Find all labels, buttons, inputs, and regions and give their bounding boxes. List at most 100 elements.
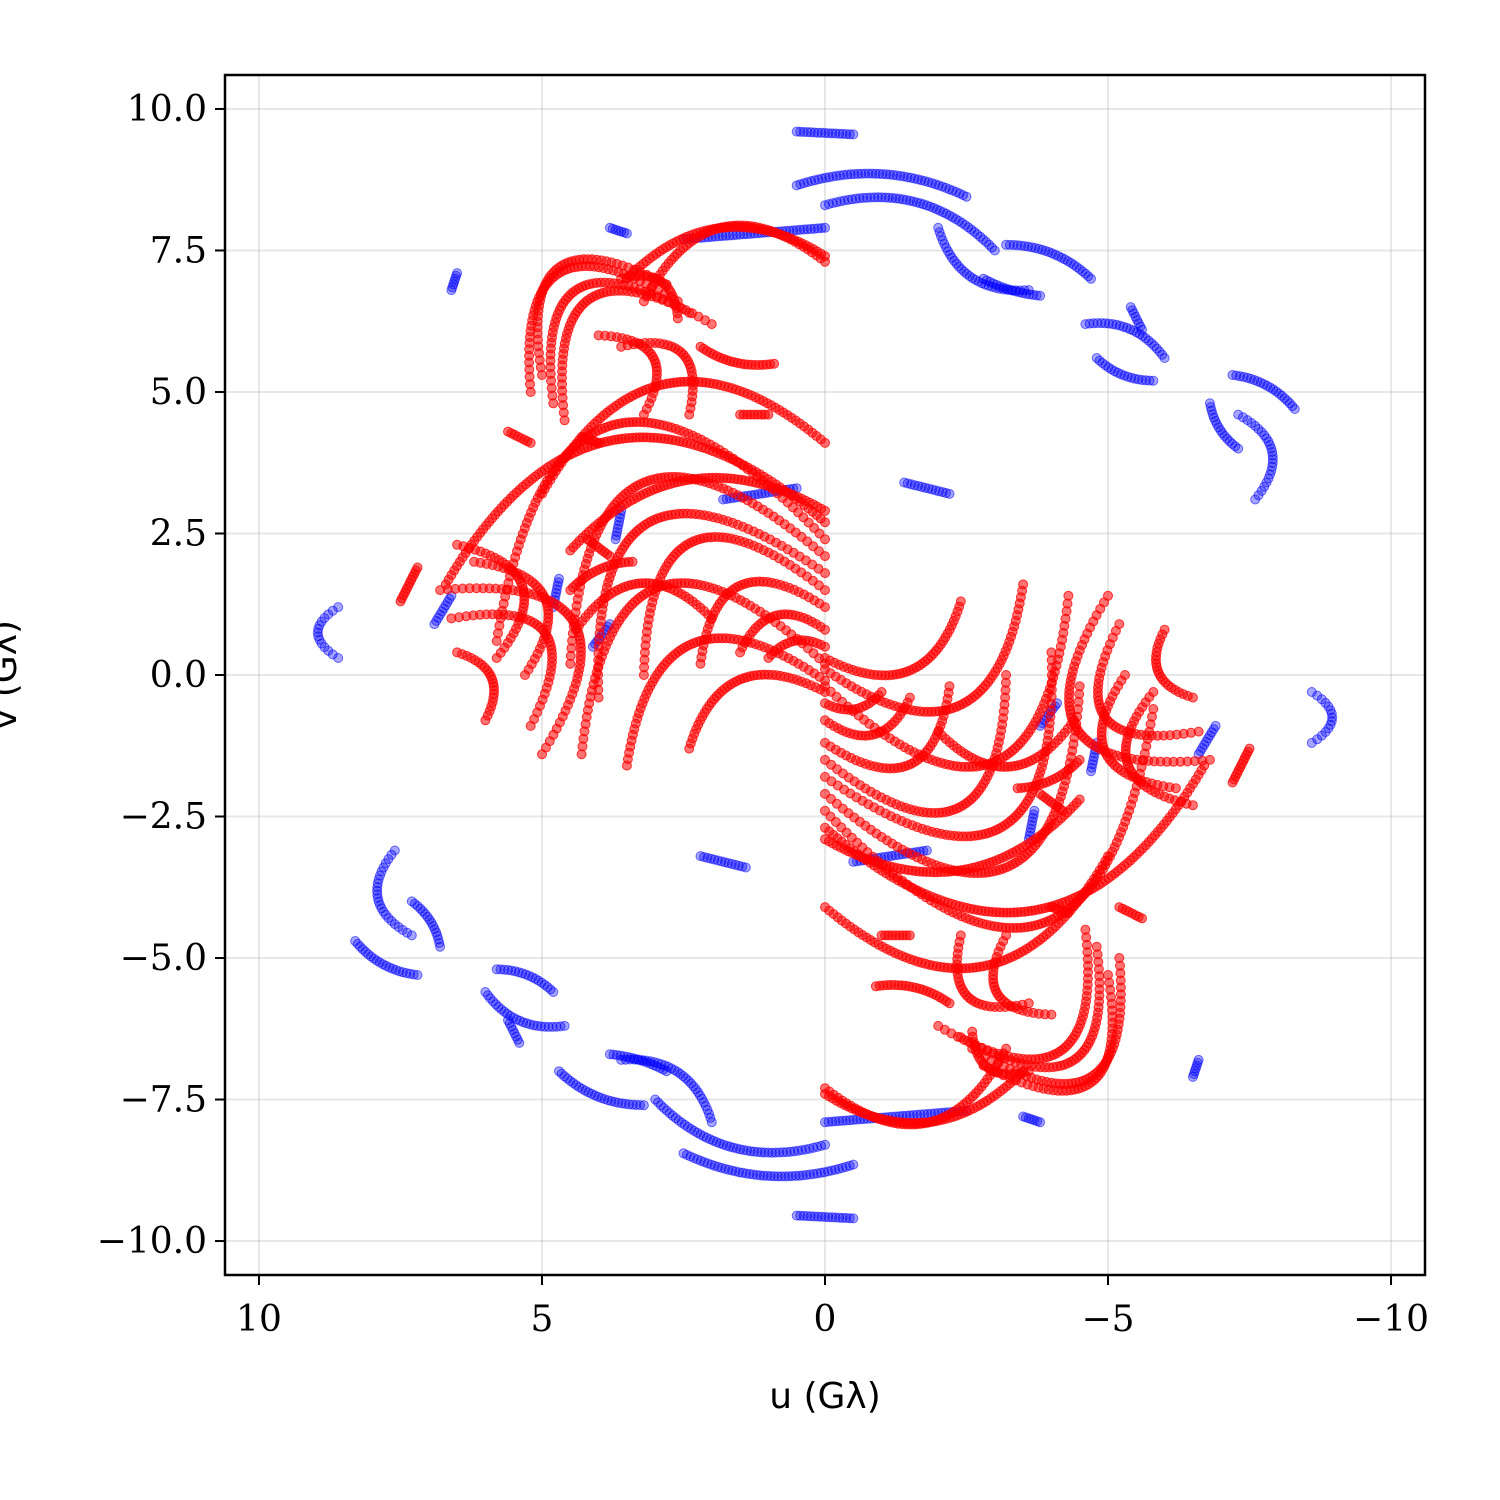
scatter-point: [812, 1168, 823, 1179]
scatter-point: [1267, 447, 1278, 457]
series-1: [312, 126, 1338, 1224]
scatter-point: [624, 1099, 634, 1110]
x-tick-label: −5: [1081, 1299, 1134, 1340]
scatter-point: [1231, 370, 1242, 381]
x-tick-label: −10: [1353, 1299, 1429, 1340]
scatter-point: [1008, 240, 1019, 250]
scatter-point: [372, 882, 383, 893]
scatter-point: [823, 199, 834, 210]
scatter-point: [491, 653, 502, 663]
y-tick-label: 10.0: [127, 89, 207, 130]
scatter-point: [867, 168, 878, 179]
scatter-point: [695, 851, 706, 862]
scatter-point: [1159, 353, 1170, 363]
scatter-point: [1267, 454, 1278, 465]
scatter-point: [816, 223, 827, 234]
scatter-point: [1018, 1111, 1029, 1122]
scatter-point: [1016, 240, 1026, 251]
scatter-point: [537, 370, 547, 380]
scatter-point: [819, 1167, 830, 1178]
scatter-point: [794, 1170, 805, 1181]
scatter-point: [880, 192, 891, 203]
scatter-point: [1210, 720, 1221, 731]
scatter-point: [869, 192, 880, 203]
scatter-point: [834, 1212, 845, 1223]
scatter-point: [805, 127, 816, 138]
scatter-point: [756, 1147, 767, 1158]
scatter-point: [772, 1171, 783, 1182]
scatter-point: [862, 192, 872, 203]
scatter-point: [776, 1171, 787, 1182]
scatter-point: [565, 545, 576, 556]
scatter-point: [844, 1213, 855, 1224]
scatter-point: [785, 1146, 796, 1157]
scatter-point: [802, 1211, 813, 1222]
scatter-point: [850, 193, 861, 204]
scatter-point: [769, 358, 780, 369]
scatter-point: [735, 647, 746, 658]
scatter-point: [1114, 619, 1125, 630]
scatter-point: [793, 1145, 803, 1156]
scatter-point: [389, 845, 400, 856]
scatter-point: [412, 970, 423, 980]
scatter-point: [520, 670, 530, 680]
scatter-point: [820, 222, 830, 233]
scatter-point: [805, 224, 816, 234]
scatter-point: [1074, 794, 1085, 805]
scatter-point: [491, 964, 502, 975]
scatter-point: [844, 129, 855, 140]
scatter-point: [870, 168, 881, 179]
scatter-point: [638, 670, 649, 680]
scatter-point: [841, 1213, 852, 1223]
scatter-point: [576, 749, 587, 760]
scatter-point: [537, 749, 547, 760]
scatter-point: [1244, 743, 1255, 754]
scatter-point: [372, 878, 383, 889]
scatter-point: [499, 964, 510, 975]
scatter-point: [841, 129, 852, 140]
scatter-point: [621, 228, 632, 239]
scatter-point: [823, 1212, 834, 1223]
x-tick-label: 0: [814, 1299, 837, 1340]
scatter-point: [1096, 318, 1107, 329]
scatter-point: [635, 1100, 646, 1111]
scatter-point: [1289, 404, 1300, 414]
scatter-point: [802, 224, 813, 235]
scatter-point: [873, 192, 883, 203]
y-tick-label: −5.0: [120, 938, 207, 979]
scatter-point: [781, 1147, 792, 1158]
scatter-point: [627, 1099, 638, 1110]
scatter-point: [406, 896, 417, 907]
scatter-point: [844, 1160, 855, 1171]
scatter-point: [787, 1171, 798, 1182]
scatter-point: [684, 409, 695, 420]
scatter-point: [812, 1211, 823, 1222]
scatter-point: [845, 169, 856, 180]
scatter-point: [765, 1171, 776, 1182]
scatter-point: [631, 1100, 642, 1110]
scatter-point: [854, 193, 865, 204]
scatter-point: [1104, 318, 1114, 329]
scatter-point: [837, 128, 848, 139]
scatter-point: [1074, 754, 1085, 765]
scatter-point: [372, 885, 383, 896]
scatter-point: [333, 653, 344, 663]
scatter-point: [503, 965, 513, 975]
scatter-point: [986, 242, 997, 253]
scatter-point: [790, 1170, 801, 1181]
scatter-point: [653, 1097, 664, 1108]
scatter-point: [525, 720, 536, 731]
scatter-point: [808, 1142, 819, 1153]
scatter-point: [604, 551, 615, 562]
scatter-point: [795, 1210, 806, 1221]
scatter-point: [406, 930, 417, 941]
scatter-point: [1035, 290, 1046, 301]
scatter-point: [1148, 375, 1159, 386]
scatter-point: [783, 1171, 794, 1182]
scatter-point: [1080, 924, 1091, 935]
x-tick-label: 5: [531, 1299, 554, 1340]
scatter-point: [865, 192, 876, 203]
scatter-point: [621, 760, 632, 771]
scatter-point: [820, 1117, 830, 1128]
scatter-point: [525, 437, 536, 448]
